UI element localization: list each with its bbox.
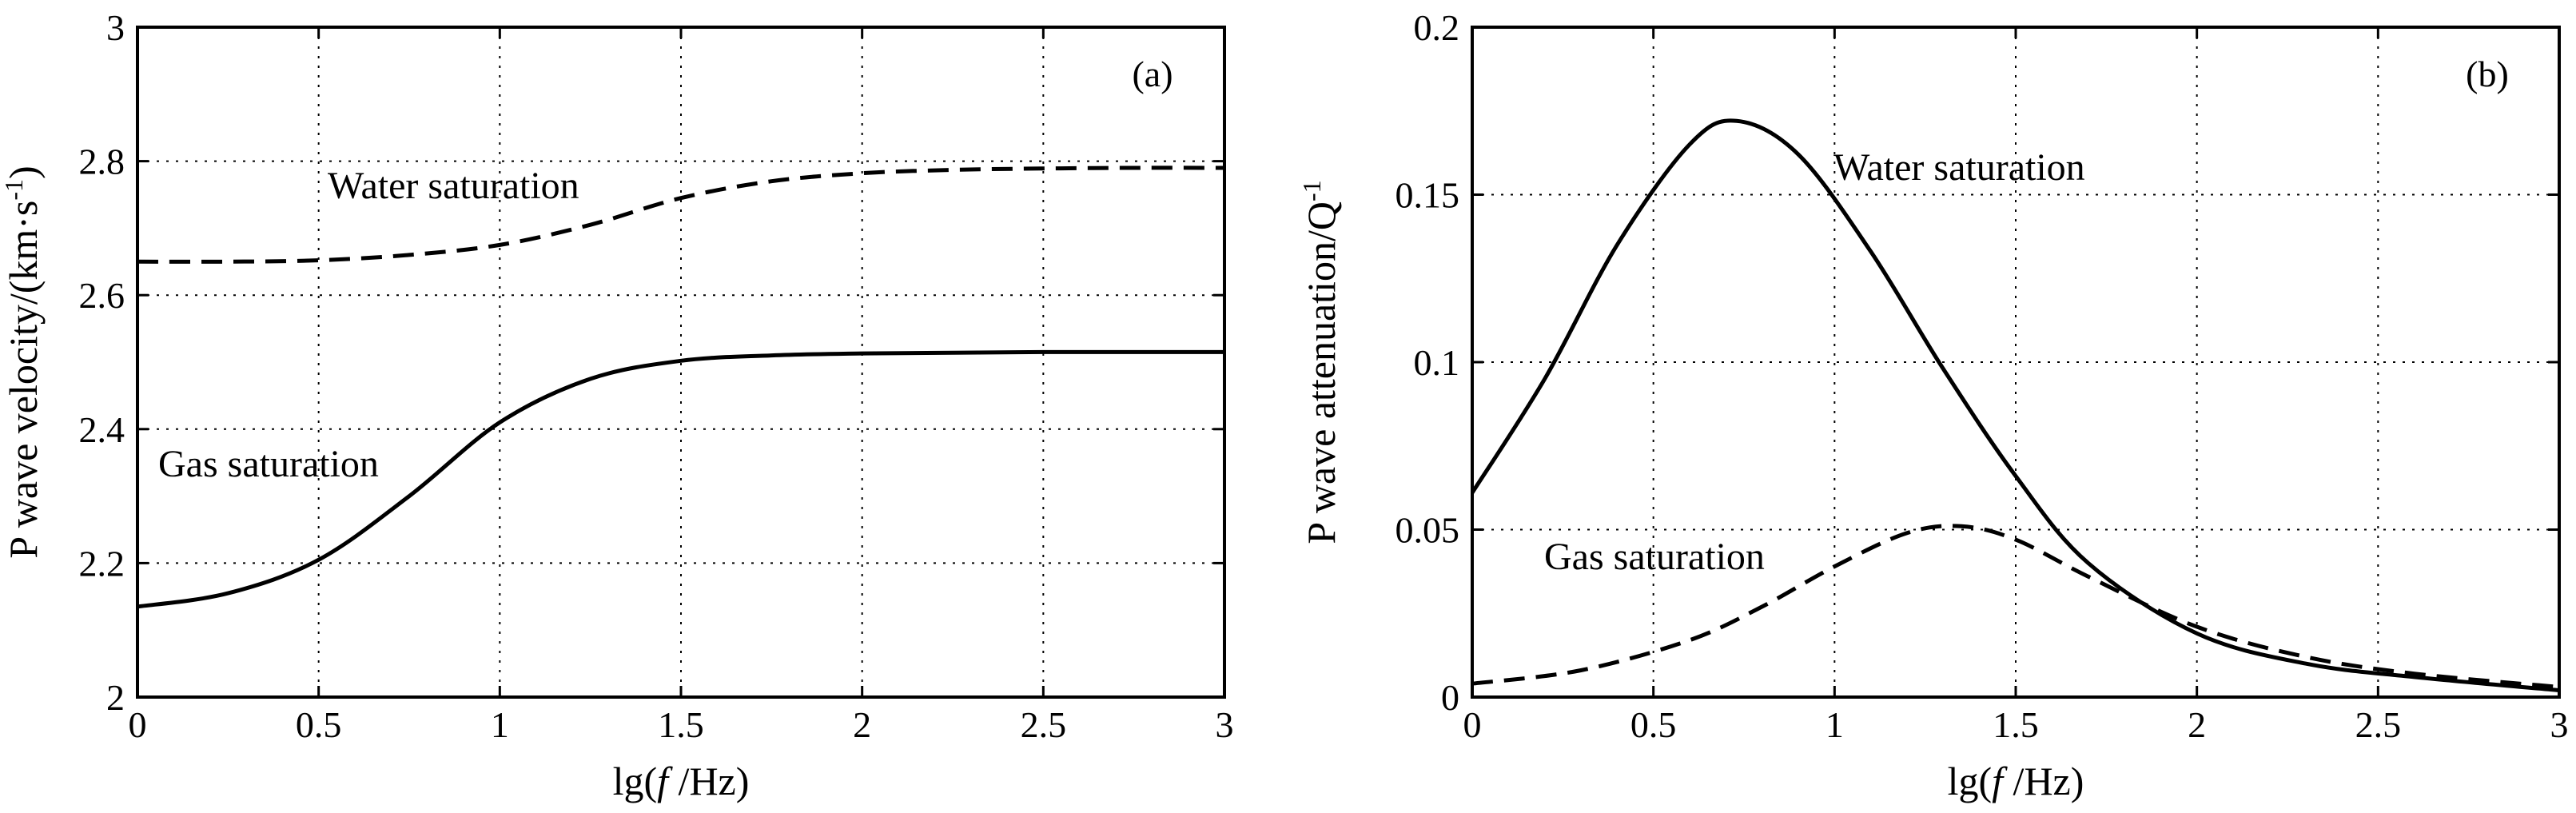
panel-a-y-axis-label: P wave velocity/(km·s-1) xyxy=(0,165,46,558)
panel-b-grid xyxy=(1472,27,2559,697)
panel-b-x-tick-label: 3 xyxy=(2550,704,2569,745)
panel-b: 0 0.5 1 1.5 2 2.5 3 0 0.05 0.1 0.15 0.2 (b) Water s… xyxy=(1297,7,2569,803)
panel-b-x-tick-label: 1 xyxy=(1825,704,1844,745)
panel-a-x-tick-label: 0 xyxy=(129,704,147,745)
panel-a-y-tick-label: 2.8 xyxy=(79,141,125,182)
panel-a-y-tick-label: 2 xyxy=(106,677,125,718)
panel-b-y-tick-label: 0.15 xyxy=(1395,175,1460,216)
panel-a-x-tick-label: 2.5 xyxy=(1021,704,1067,745)
panel-b-series xyxy=(1470,118,2560,693)
panel-a-ticks: 0 0.5 1 1.5 2 2.5 3 2 2.2 2.4 2.6 2.8 3 xyxy=(79,7,1234,745)
panel-b-series-dashed-line xyxy=(1471,524,2560,689)
panel-a-x-tick-label: 1.5 xyxy=(658,704,704,745)
panel-a-x-tick-label: 3 xyxy=(1216,704,1234,745)
panel-a-gas-annotation: Gas saturation xyxy=(158,443,379,485)
panel-b-x-axis-label: lg(f /Hz) xyxy=(1948,759,2084,803)
panel-a-series-solid-line xyxy=(137,349,1224,609)
panel-b-x-tick-label: 0 xyxy=(1463,704,1482,745)
panel-a-grid xyxy=(137,27,1224,697)
panel-a-y-tick-label: 2.6 xyxy=(79,275,125,316)
panel-b-ticks: 0 0.5 1 1.5 2 2.5 3 0 0.05 0.1 0.15 0.2 xyxy=(1395,7,2569,745)
panel-b-y-tick-label: 0 xyxy=(1441,677,1459,718)
panel-b-y-axis-label: P wave attenuation/Q-1 xyxy=(1297,180,1344,544)
panel-a-x-axis-label: lg(f /Hz) xyxy=(613,759,750,803)
panel-b-label: (b) xyxy=(2466,54,2509,94)
panel-b-series-solid-line xyxy=(1470,118,2560,693)
panel-a-y-tick-label: 2.2 xyxy=(79,543,125,584)
panel-b-y-tick-label: 0.1 xyxy=(1414,342,1460,383)
panel-b-x-tick-label: 0.5 xyxy=(1630,704,1677,745)
panel-a-y-tick-label: 2.4 xyxy=(79,409,125,450)
panel-a-x-tick-label: 0.5 xyxy=(296,704,342,745)
panel-a-x-tick-label: 2 xyxy=(853,704,871,745)
panel-a-y-tick-label: 3 xyxy=(106,7,125,48)
panel-b-x-tick-label: 1.5 xyxy=(1993,704,2039,745)
panel-a-label: (a) xyxy=(1132,54,1173,94)
panel-a-series xyxy=(137,165,1225,609)
panel-b-y-tick-label: 0.2 xyxy=(1414,7,1460,48)
panel-a-series-dashed-line xyxy=(137,165,1225,264)
panel-b-x-tick-label: 2 xyxy=(2188,704,2206,745)
panel-b-y-tick-label: 0.05 xyxy=(1395,510,1460,551)
panel-b-x-tick-label: 2.5 xyxy=(2355,704,2402,745)
panel-a: 0 0.5 1 1.5 2 2.5 3 2 2.2 2.4 2.6 2.8 3 (a) Water sa… xyxy=(0,7,1234,803)
panel-b-water-annotation: Water saturation xyxy=(1833,146,2085,189)
panel-b-gas-annotation: Gas saturation xyxy=(1544,536,1765,578)
panel-a-water-annotation: Water saturation xyxy=(328,165,579,207)
panel-a-x-tick-label: 1 xyxy=(491,704,509,745)
